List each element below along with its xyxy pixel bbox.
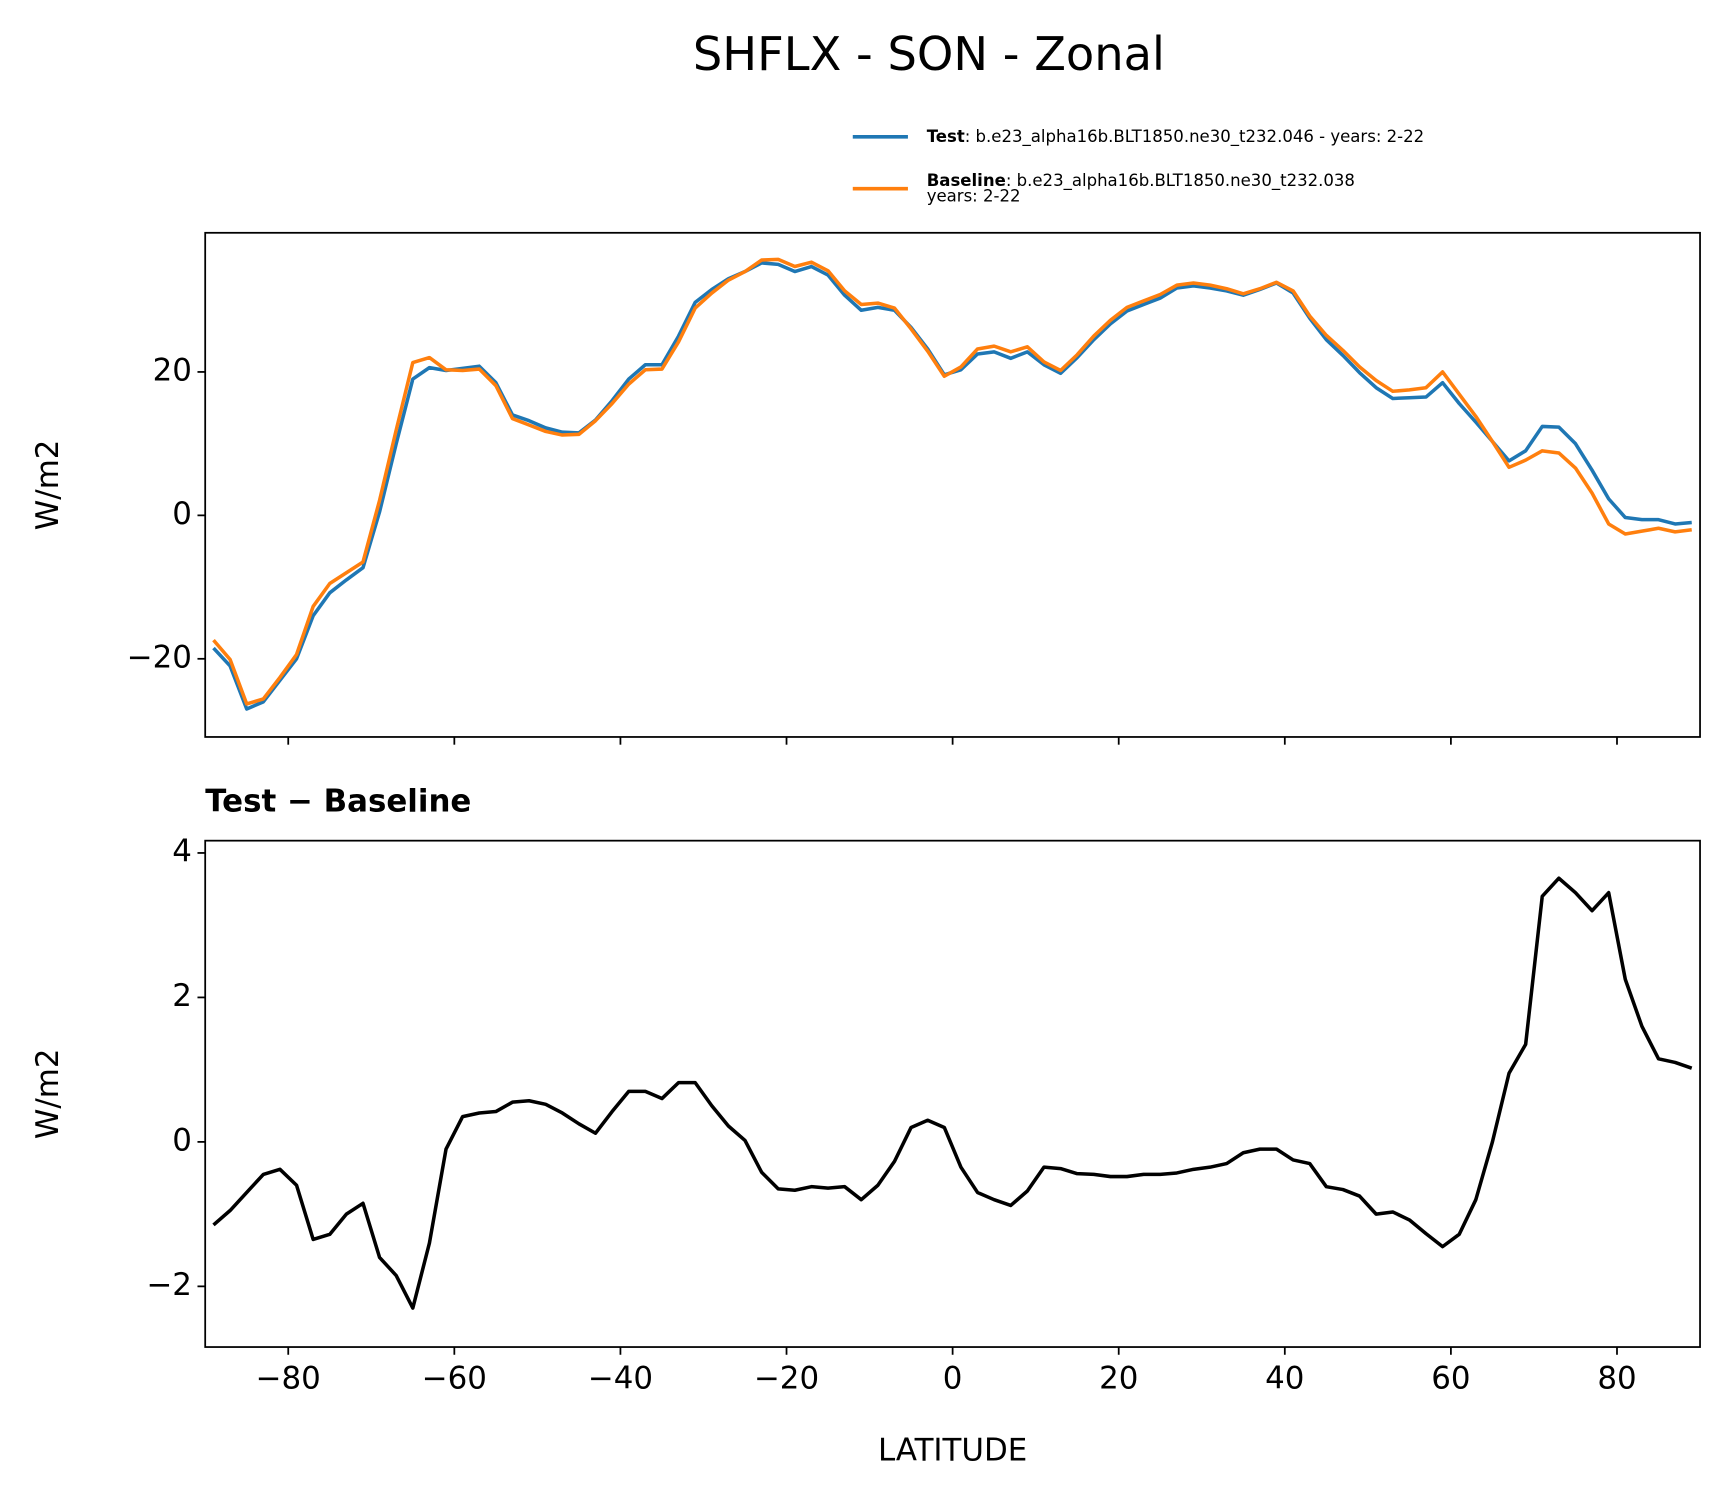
y-tick-label: 0	[172, 1122, 192, 1158]
legend-name: Baseline	[927, 170, 1006, 189]
x-tick-label: −20	[754, 1361, 819, 1397]
y-axis-label: W/m2	[30, 1049, 66, 1140]
y-tick-label: −20	[127, 639, 192, 675]
y-tick-label: 0	[172, 496, 192, 532]
legend-name: Test	[927, 126, 965, 145]
x-tick-label: 0	[943, 1361, 963, 1397]
legend-description: : b.e23_alpha16b.BLT1850.ne30_t232.046 -…	[965, 126, 1424, 146]
legend-description: : b.e23_alpha16b.BLT1850.ne30_t232.038	[1006, 170, 1355, 190]
y-tick-label: 4	[172, 833, 192, 869]
y-tick-label: −2	[146, 1267, 192, 1303]
x-tick-label: 80	[1597, 1361, 1636, 1397]
legend-entry: Baseline: b.e23_alpha16b.BLT1850.ne30_t2…	[927, 170, 1355, 190]
panel-title: Test − Baseline	[205, 784, 471, 820]
x-tick-label: −80	[256, 1361, 321, 1397]
axes-frame	[204, 231, 1701, 738]
y-tick-label: 2	[172, 978, 192, 1014]
axes-frame	[204, 839, 1701, 1348]
x-tick-label: 60	[1431, 1361, 1470, 1397]
legend-description-line: years: 2-22	[927, 186, 1021, 205]
y-tick-label: 20	[153, 352, 192, 388]
figure-title: SHFLX - SON - Zonal	[693, 27, 1165, 81]
data-line	[212, 876, 1693, 1310]
data-line	[212, 261, 1692, 711]
x-tick-label: −40	[588, 1361, 653, 1397]
x-tick-label: 40	[1265, 1361, 1304, 1397]
legend-entry: Test: b.e23_alpha16b.BLT1850.ne30_t232.0…	[927, 126, 1424, 146]
data-line	[212, 257, 1692, 706]
y-axis-label: W/m2	[30, 440, 66, 531]
x-tick-label: −60	[422, 1361, 487, 1397]
x-tick-label: 20	[1099, 1361, 1138, 1397]
x-axis-label: LATITUDE	[878, 1432, 1027, 1468]
